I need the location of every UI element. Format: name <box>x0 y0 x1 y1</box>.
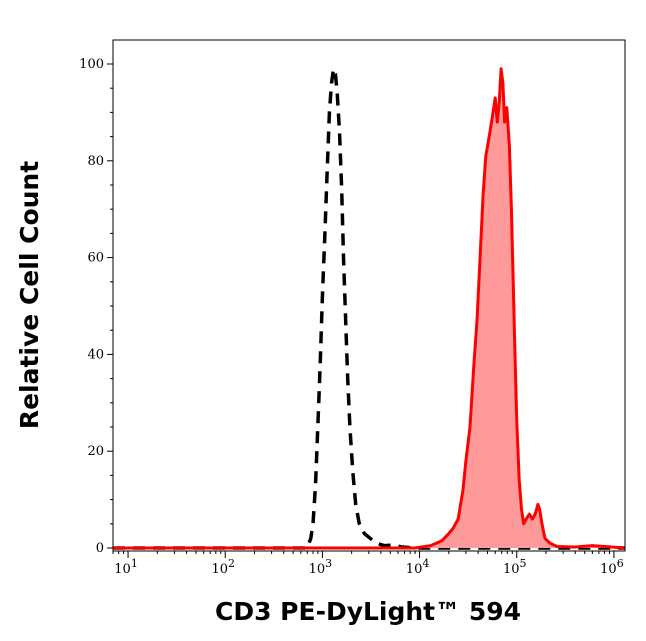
plot-frame <box>112 39 626 552</box>
x-tick-label: 105 <box>503 557 527 577</box>
x-tick-label: 101 <box>114 557 138 577</box>
y-tick-label: 60 <box>87 251 104 266</box>
y-tick-label: 20 <box>87 444 104 459</box>
x-axis-title: CD3 PE-DyLight™ 594 <box>215 597 521 626</box>
plot-area <box>113 67 626 550</box>
axes: 0 20 40 60 80 100 101 102 103 104 105 106 <box>79 39 626 577</box>
y-tick-label: 0 <box>96 541 104 556</box>
y-tick-label: 80 <box>87 154 104 169</box>
series-fill-1 <box>113 68 625 549</box>
x-tick-label: 103 <box>309 557 333 577</box>
y-tick-label: 100 <box>79 57 104 72</box>
x-tick-label: 106 <box>600 557 624 577</box>
series-line-1 <box>113 67 626 550</box>
series-line-0 <box>113 67 625 550</box>
y-axis-title: Relative Cell Count <box>15 161 44 429</box>
y-tick-label: 40 <box>87 347 104 362</box>
x-tick-label: 104 <box>406 557 430 577</box>
x-tick-label: 102 <box>211 557 235 577</box>
